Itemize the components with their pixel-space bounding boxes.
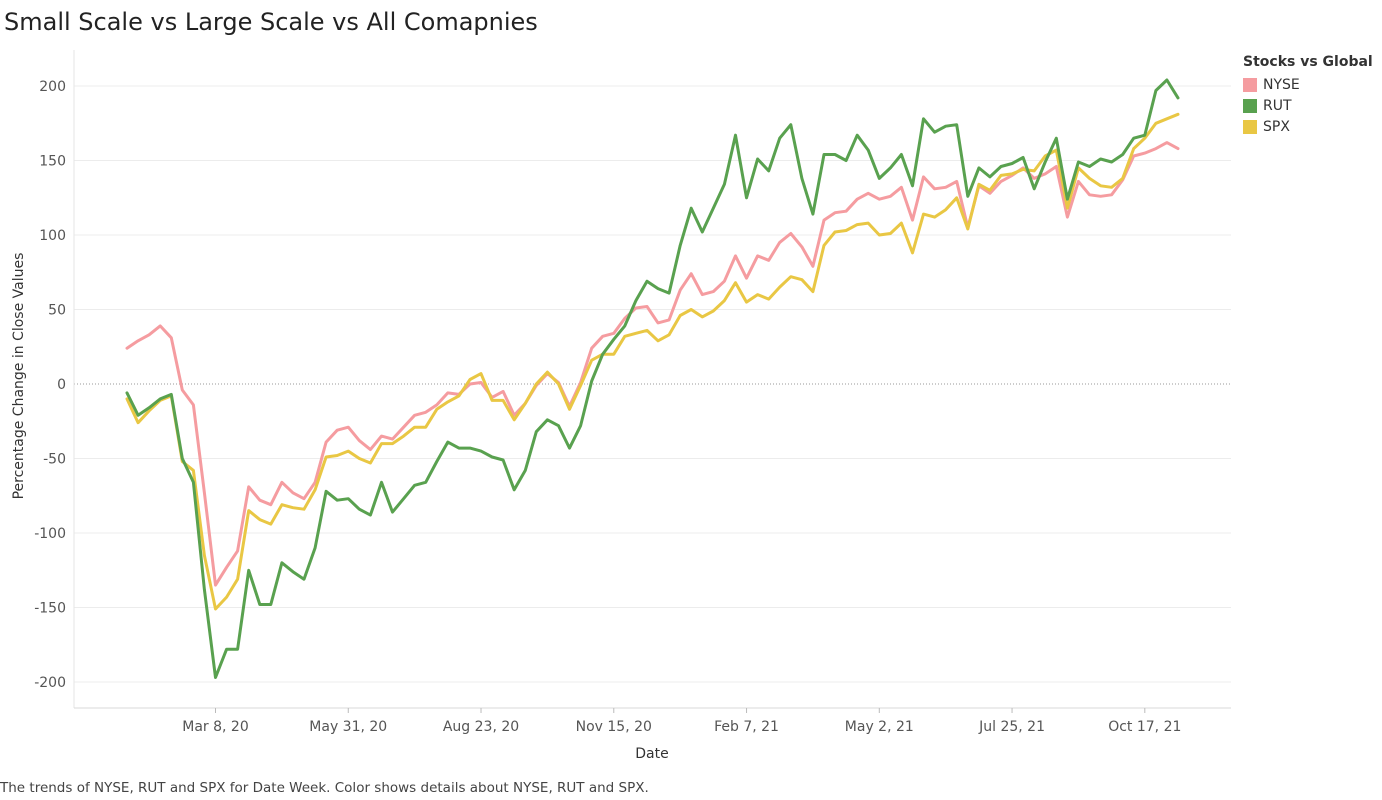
legend-title: Stocks vs Global (1243, 54, 1373, 70)
x-tick-label: May 2, 21 (845, 719, 914, 735)
series-lines (125, 78, 1180, 679)
legend: Stocks vs Global NYSE RUT SPX (1243, 54, 1373, 137)
y-tick-label: 0 (57, 377, 66, 393)
legend-item-nyse[interactable]: NYSE (1243, 74, 1373, 95)
legend-label-spx: SPX (1263, 118, 1290, 135)
x-tick-label: Mar 8, 20 (182, 719, 249, 735)
axes: 200 150 100 50 0 -50 -100 -150 -200 Mar 8, 20 May … (34, 50, 1231, 735)
x-tick-label: Jul 25, 21 (978, 719, 1045, 735)
y-tick-label: -200 (34, 675, 66, 691)
series-line-rut[interactable] (125, 78, 1180, 679)
y-tick-label: 200 (39, 79, 66, 95)
x-tick-label: Aug 23, 20 (443, 719, 519, 735)
y-tick-label: -50 (43, 452, 66, 468)
y-tick-label: -100 (34, 526, 66, 542)
legend-swatch-rut (1243, 98, 1257, 113)
y-axis-label: Percentage Change in Close Values (11, 253, 27, 500)
legend-swatch-nyse (1243, 77, 1257, 92)
chart-title: Small Scale vs Large Scale vs All Comapn… (4, 8, 538, 36)
x-axis-label: Date (635, 746, 668, 762)
legend-label-nyse: NYSE (1263, 76, 1300, 93)
legend-swatch-spx (1243, 119, 1257, 134)
chart-caption: The trends of NYSE, RUT and SPX for Date… (0, 780, 649, 796)
x-tick-label: Oct 17, 21 (1108, 719, 1181, 735)
x-tick-label: May 31, 20 (309, 719, 387, 735)
legend-item-spx[interactable]: SPX (1243, 116, 1373, 137)
y-tick-label: -150 (34, 601, 66, 617)
series-line-spx[interactable] (125, 112, 1180, 611)
y-tick-label: 50 (48, 303, 66, 319)
y-tick-label: 100 (39, 228, 66, 244)
legend-label-rut: RUT (1263, 97, 1292, 114)
legend-item-rut[interactable]: RUT (1243, 95, 1373, 116)
x-tick-label: Nov 15, 20 (576, 719, 652, 735)
series-line-nyse[interactable] (125, 141, 1180, 587)
y-tick-label: 150 (39, 154, 66, 170)
gridlines (74, 85, 1231, 683)
x-tick-label: Feb 7, 21 (714, 719, 779, 735)
